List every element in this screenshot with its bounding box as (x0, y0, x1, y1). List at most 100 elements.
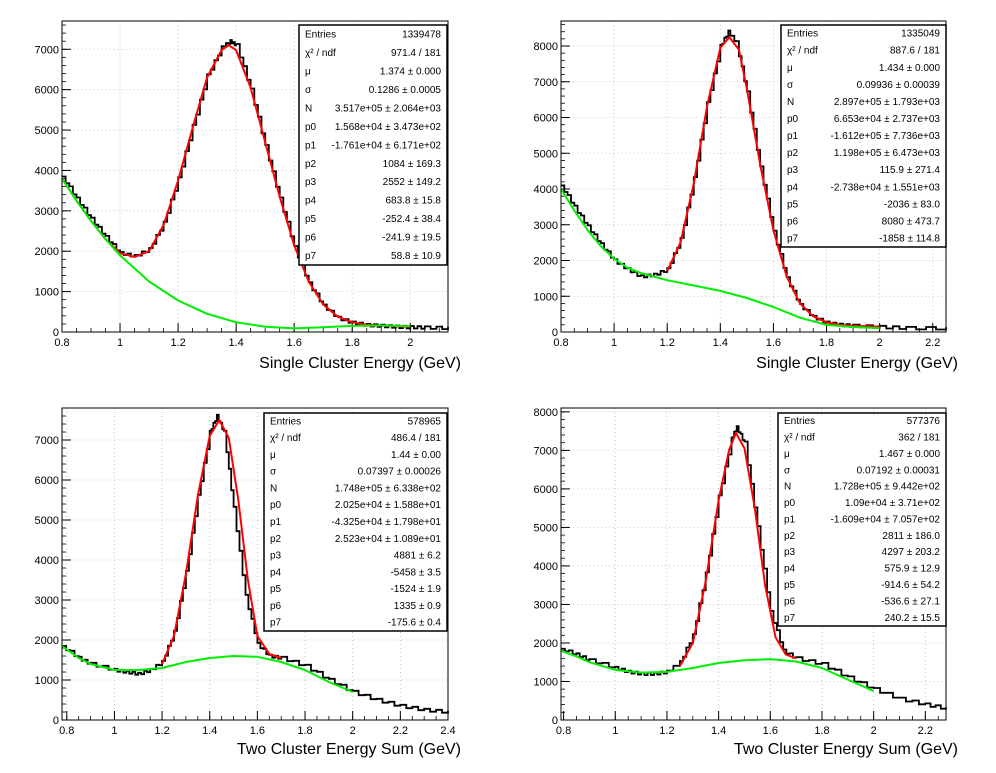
stats-value: 1.568e+04 ± 3.473e+02 (335, 122, 442, 133)
y-tick-label: 3000 (534, 599, 558, 611)
stats-value: 1.09e+04 ± 3.71e+02 (845, 498, 940, 509)
stats-value: -252.4 ± 38.4 (382, 214, 441, 225)
background-fit-series (61, 177, 411, 330)
stats-value: -536.6 ± 27.1 (881, 596, 940, 607)
x-tick-label: 1.4 (711, 725, 726, 737)
y-tick-label: 3000 (35, 595, 59, 607)
stats-label: p0 (305, 122, 317, 133)
background-fit-series (560, 188, 880, 330)
stats-value: 2552 ± 149.2 (383, 177, 442, 188)
stats-value: 3.517e+05 ± 2.064e+03 (335, 103, 442, 114)
plot-frame (61, 407, 449, 721)
stats-label: p7 (784, 613, 796, 624)
x-tick-label: 1.6 (766, 337, 781, 349)
y-tick-label: 8000 (534, 407, 558, 419)
stats-value: -241.9 ± 19.5 (382, 233, 441, 244)
stats-label: p5 (305, 214, 317, 225)
stats-value: -914.6 ± 54.2 (881, 580, 940, 591)
y-tick-label: 5000 (534, 522, 558, 534)
stats-label: p4 (305, 196, 317, 207)
stats-value: 362 / 181 (898, 433, 940, 444)
stats-label: p0 (787, 114, 799, 125)
stats-value: 1.44 ± 0.00 (391, 450, 441, 461)
stats-box (780, 24, 947, 248)
background-fit-series (560, 649, 875, 693)
stats-label: μ (787, 63, 793, 74)
stats-label: N (305, 103, 312, 114)
y-tick-label: 5000 (35, 515, 59, 527)
y-tick-label: 0 (53, 715, 59, 727)
x-tick-label: 0.8 (553, 337, 568, 349)
x-tick-label: 1.6 (763, 725, 778, 737)
panel-top-right: 0.8 1 1.2 1.4 1.6 1.8 2 2.2 0 1000 2000 3000 4000 500… (534, 20, 958, 372)
stats-value: 1.434 ± 0.000 (879, 63, 941, 74)
stats-value: 115.9 ± 271.4 (880, 165, 941, 176)
stats-label: σ (784, 465, 791, 476)
y-tick-label: 2000 (35, 246, 59, 258)
y-tick-label: 5000 (35, 125, 59, 137)
stats-value: 1.198e+05 ± 6.473e+03 (834, 148, 941, 159)
y-tick-label: 6000 (534, 484, 558, 496)
y-tick-label: 2000 (534, 256, 558, 268)
y-tick-label: 6000 (35, 85, 59, 97)
stats-value: 2.897e+05 ± 1.793e+03 (834, 97, 941, 108)
x-tick-label: 1.2 (660, 337, 675, 349)
stats-value: 1335 ± 0.9 (394, 601, 442, 612)
stats-label: Entries (305, 30, 336, 41)
y-tick-label: 4000 (534, 561, 558, 573)
stats-label: p0 (270, 500, 282, 511)
stats-label: σ (305, 85, 312, 96)
x-tick-label: 1.8 (297, 725, 312, 737)
stats-value: 1084 ± 169.3 (383, 159, 442, 170)
total-fit-series (679, 432, 797, 667)
x-axis-label: Two Cluster Energy Sum (GeV) (734, 741, 958, 758)
y-tick-label: 1000 (534, 676, 558, 688)
stats-value: 8080 ± 473.7 (882, 216, 941, 227)
stats-label: p1 (305, 140, 317, 151)
stats-label: χ² / ndf (270, 433, 301, 444)
stats-label: p6 (305, 233, 317, 244)
x-tick-label: 2.2 (925, 337, 940, 349)
stats-label: Entries (270, 416, 301, 427)
y-tick-label: 6000 (534, 113, 558, 125)
x-tick-label: 1 (117, 337, 123, 349)
stats-label: χ² / ndf (784, 433, 815, 444)
x-tick-label: 1.8 (345, 337, 360, 349)
x-tick-label: 1 (611, 337, 617, 349)
stats-value: 0.1286 ± 0.0005 (369, 85, 442, 96)
stats-value: -1.612e+05 ± 7.736e+03 (831, 131, 941, 142)
stats-label: p4 (784, 564, 796, 575)
y-tick-label: 3000 (534, 220, 558, 232)
stats-value: 577376 (907, 416, 941, 427)
stats-label: Entries (784, 416, 815, 427)
stats-value: 4297 ± 203.2 (882, 547, 941, 558)
y-tick-label: 2000 (534, 638, 558, 650)
y-tick-label: 4000 (534, 184, 558, 196)
stats-label: χ² / ndf (305, 48, 336, 59)
y-tick-label: 8000 (534, 41, 558, 53)
background-fit-series (61, 645, 354, 693)
y-tick-label: 1000 (35, 675, 59, 687)
stats-value: -5458 ± 3.5 (390, 567, 441, 578)
stats-value: 0.07397 ± 0.00026 (358, 467, 442, 478)
stats-value: -2.738e+04 ± 1.551e+03 (831, 182, 941, 193)
stats-value: -1524 ± 1.9 (390, 584, 441, 595)
x-tick-label: 1.8 (819, 337, 834, 349)
stats-label: p7 (305, 251, 317, 262)
stats-value: 1.728e+05 ± 9.442e+02 (834, 482, 941, 493)
y-tick-label: 7000 (35, 44, 59, 56)
stats-label: p5 (787, 199, 799, 210)
y-tick-label: 7000 (35, 435, 59, 447)
x-tick-label: 2 (407, 337, 413, 349)
y-tick-label: 4000 (35, 555, 59, 567)
x-axis-label: Single Cluster Energy (GeV) (756, 355, 958, 372)
x-tick-label: 2.2 (393, 725, 408, 737)
stats-label: p2 (270, 534, 282, 545)
total-fit-series (161, 419, 282, 665)
y-tick-label: 0 (53, 327, 59, 339)
x-tick-label: 1.2 (659, 725, 674, 737)
stats-value: 240.2 ± 15.5 (884, 613, 940, 624)
y-tick-label: 2000 (35, 635, 59, 647)
x-tick-label: 2 (871, 725, 877, 737)
